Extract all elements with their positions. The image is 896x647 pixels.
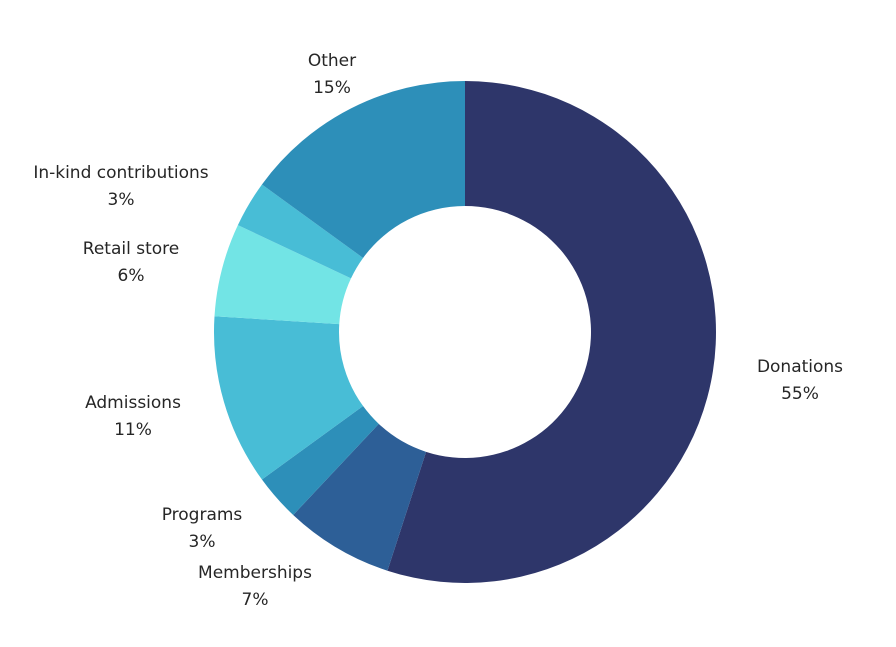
slice-in-kind-contributions bbox=[237, 184, 364, 279]
slice-label-value: 3% bbox=[189, 532, 216, 552]
donut-slices bbox=[214, 81, 716, 583]
slice-programs bbox=[261, 406, 379, 515]
slice-label-value: 3% bbox=[108, 190, 135, 210]
slice-label-value: 6% bbox=[118, 266, 145, 286]
slice-label-value: 55% bbox=[781, 384, 819, 404]
slice-label-name: Donations bbox=[757, 357, 843, 377]
slice-retail-store bbox=[214, 225, 351, 325]
slice-label-value: 11% bbox=[114, 420, 152, 440]
slice-admissions bbox=[214, 316, 364, 480]
slice-label-name: Memberships bbox=[198, 563, 312, 583]
slice-memberships bbox=[293, 423, 427, 571]
slice-donations bbox=[387, 81, 716, 583]
slice-labels: Donations 55% Memberships 7% Programs 3% Admis… bbox=[33, 51, 843, 610]
slice-label-name: Retail store bbox=[83, 239, 179, 259]
slice-label-name: Admissions bbox=[85, 393, 181, 413]
slice-label-name: Programs bbox=[162, 505, 243, 525]
slice-label-value: 7% bbox=[242, 590, 269, 610]
slice-other bbox=[261, 81, 465, 258]
slice-label-name: Other bbox=[308, 51, 356, 71]
slice-label-value: 15% bbox=[313, 78, 351, 98]
slice-label-name: In-kind contributions bbox=[33, 163, 208, 183]
